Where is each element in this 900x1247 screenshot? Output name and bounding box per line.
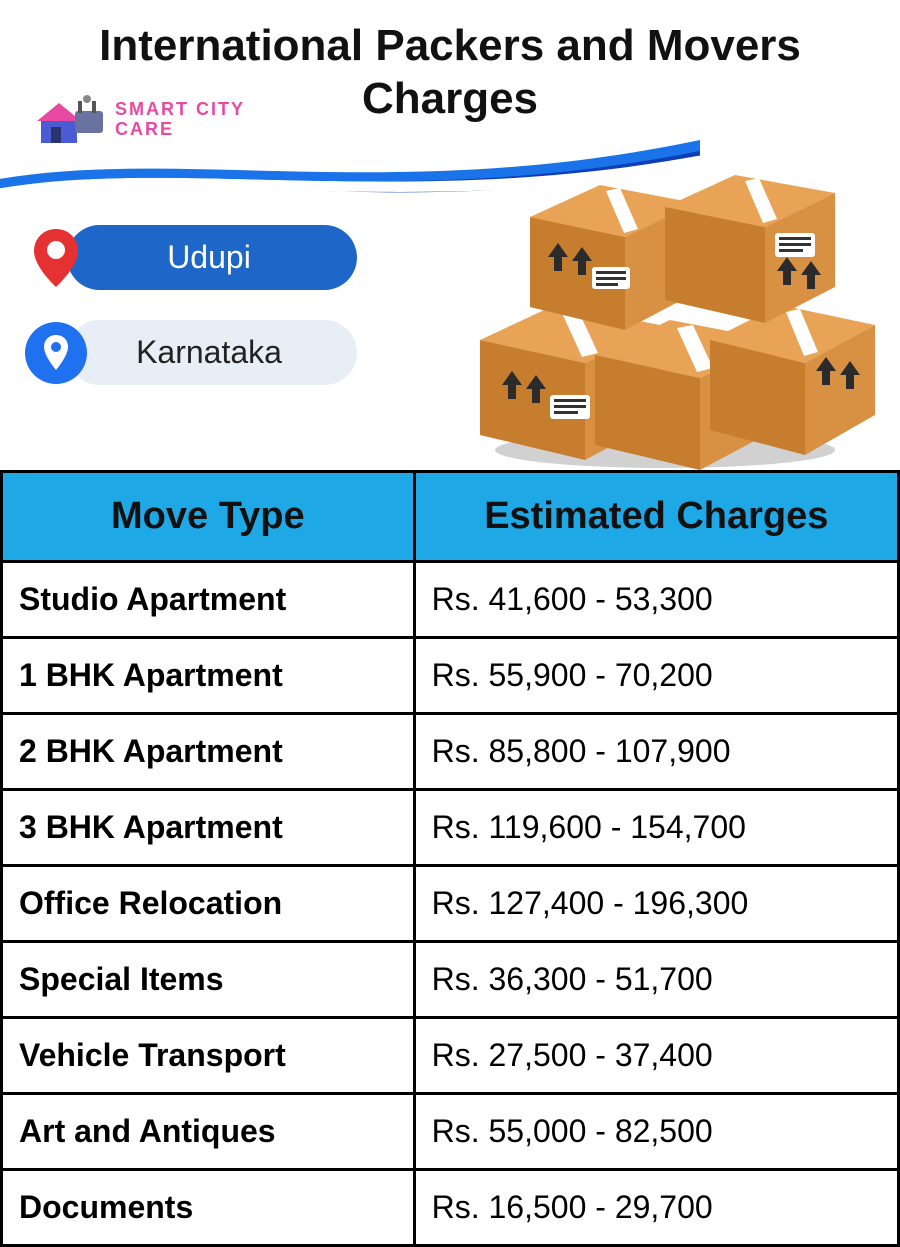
table-header-row: Move Type Estimated Charges: [2, 472, 899, 562]
table-row: 2 BHK Apartment Rs. 85,800 - 107,900: [2, 714, 899, 790]
cell-move-type: Office Relocation: [2, 866, 415, 942]
cell-charges: Rs. 41,600 - 53,300: [414, 562, 898, 638]
cell-charges: Rs. 55,900 - 70,200: [414, 638, 898, 714]
logo-house-icon: [35, 95, 105, 145]
cell-move-type: 3 BHK Apartment: [2, 790, 415, 866]
state-row: Karnataka: [25, 320, 357, 385]
table-row: Vehicle Transport Rs. 27,500 - 37,400: [2, 1018, 899, 1094]
cell-move-type: Vehicle Transport: [2, 1018, 415, 1094]
table-row: Studio Apartment Rs. 41,600 - 53,300: [2, 562, 899, 638]
cell-move-type: Documents: [2, 1170, 415, 1246]
cell-move-type: Art and Antiques: [2, 1094, 415, 1170]
col-header-charges: Estimated Charges: [414, 472, 898, 562]
logo-text: SMART CITY CARE: [115, 100, 245, 140]
table-row: Documents Rs. 16,500 - 29,700: [2, 1170, 899, 1246]
cell-move-type: 2 BHK Apartment: [2, 714, 415, 790]
cell-charges: Rs. 16,500 - 29,700: [414, 1170, 898, 1246]
boxes-illustration: [450, 130, 880, 470]
cell-charges: Rs. 85,800 - 107,900: [414, 714, 898, 790]
brand-logo: SMART CITY CARE: [35, 95, 245, 145]
cell-charges: Rs. 36,300 - 51,700: [414, 942, 898, 1018]
cell-charges: Rs. 127,400 - 196,300: [414, 866, 898, 942]
cell-charges: Rs. 119,600 - 154,700: [414, 790, 898, 866]
location-pills: Udupi Karnataka: [25, 225, 357, 385]
table-row: 1 BHK Apartment Rs. 55,900 - 70,200: [2, 638, 899, 714]
col-header-move-type: Move Type: [2, 472, 415, 562]
table-row: Art and Antiques Rs. 55,000 - 82,500: [2, 1094, 899, 1170]
cell-charges: Rs. 55,000 - 82,500: [414, 1094, 898, 1170]
state-pill: Karnataka: [67, 320, 357, 385]
map-pin-icon: [25, 322, 87, 384]
swoosh-decoration: [0, 140, 700, 210]
logo-text-line2: CARE: [115, 120, 245, 140]
cell-move-type: 1 BHK Apartment: [2, 638, 415, 714]
map-pin-icon: [25, 227, 87, 289]
table-row: Office Relocation Rs. 127,400 - 196,300: [2, 866, 899, 942]
cell-move-type: Studio Apartment: [2, 562, 415, 638]
logo-text-line1: SMART CITY: [115, 100, 245, 120]
city-pill: Udupi: [67, 225, 357, 290]
city-row: Udupi: [25, 225, 357, 290]
cell-charges: Rs. 27,500 - 37,400: [414, 1018, 898, 1094]
table-row: Special Items Rs. 36,300 - 51,700: [2, 942, 899, 1018]
table-row: 3 BHK Apartment Rs. 119,600 - 154,700: [2, 790, 899, 866]
cell-move-type: Special Items: [2, 942, 415, 1018]
charges-table: Move Type Estimated Charges Studio Apart…: [0, 470, 900, 1247]
